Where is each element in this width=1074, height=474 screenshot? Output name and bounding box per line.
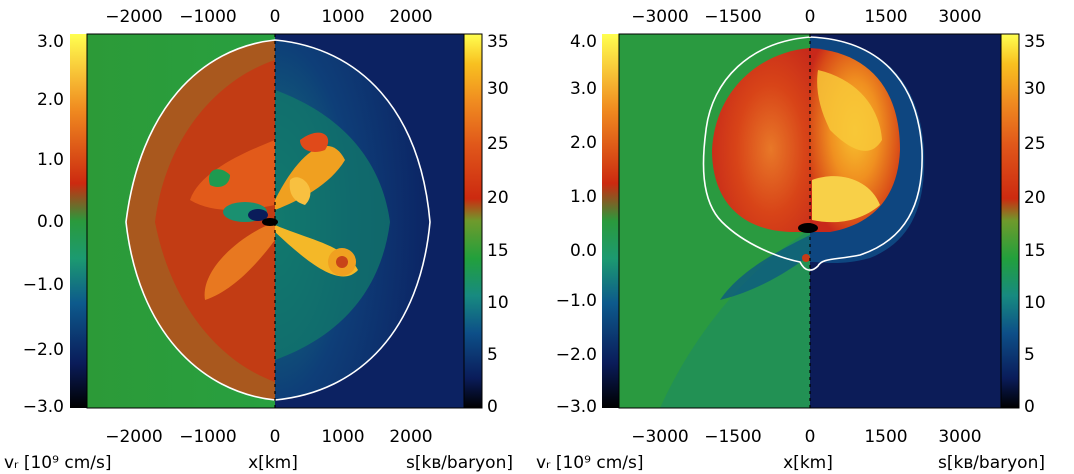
right-y-ticks: 4.0 3.0 2.0 1.0 0.0 −1.0 −2.0 −3.0 (556, 32, 597, 417)
tick-label: −3.0 (23, 397, 64, 417)
tick-label: −1000 (179, 427, 237, 447)
right-bottom-ticks: −3000 −1500 0 1500 3000 (631, 427, 981, 447)
tick-label: −1.0 (556, 291, 597, 311)
tick-label: 0.0 (37, 212, 64, 232)
simulation-image-left (87, 34, 464, 408)
tick-label: 0 (270, 427, 281, 447)
tick-label: 3000 (938, 7, 981, 27)
tick-label: 1.0 (570, 187, 597, 207)
tick-label: 25 (487, 134, 509, 154)
x-axis-label-right: x[km] (783, 453, 833, 473)
simulation-image-right (619, 34, 1001, 408)
right-colorbar-ticks: 35 30 25 20 15 10 5 0 (1024, 32, 1046, 417)
tick-label: −2000 (105, 427, 163, 447)
tick-label: 2.0 (570, 133, 597, 153)
tick-label: −3000 (631, 7, 689, 27)
tick-label: −2.0 (556, 345, 597, 365)
left-colorbar-ticks: 35 30 25 20 15 10 5 0 (487, 32, 509, 417)
left-top-ticks: −2000 −1000 0 1000 2000 (105, 7, 432, 27)
tick-label: 0 (270, 7, 281, 27)
entropy-axis-label-right: s[kʙ/baryon] (938, 453, 1045, 473)
tick-label: 1500 (864, 7, 907, 27)
tick-label: 10 (487, 293, 509, 313)
tick-label: 0 (1024, 397, 1035, 417)
tick-label: −3000 (631, 427, 689, 447)
tick-label: 0 (805, 7, 816, 27)
tick-label: −1.0 (23, 275, 64, 295)
tick-label: 2.0 (37, 90, 64, 110)
tick-label: 4.0 (570, 32, 597, 52)
tick-label: 3.0 (37, 32, 64, 52)
tick-label: 15 (1024, 241, 1046, 261)
tick-label: 2000 (389, 427, 432, 447)
entropy-colorbar-right (1001, 34, 1019, 408)
velocity-colorbar-left (70, 34, 87, 408)
x-axis-label-left: x[km] (248, 453, 298, 473)
tick-label: 2000 (389, 7, 432, 27)
tick-label: −2000 (105, 7, 163, 27)
velocity-colorbar-right (602, 34, 619, 408)
entropy-axis-label-left: s[kʙ/baryon] (406, 453, 513, 473)
right-top-ticks: −3000 −1500 0 1500 3000 (631, 7, 981, 27)
left-y-ticks: 3.0 2.0 1.0 0.0 −1.0 −2.0 −3.0 (23, 32, 64, 417)
velocity-axis-label-right: vᵣ [10⁹ cm/s] (536, 453, 643, 473)
tick-label: 5 (487, 345, 498, 365)
tick-label: 0 (487, 397, 498, 417)
tick-label: 0 (805, 427, 816, 447)
entropy-colorbar-left (464, 34, 482, 408)
tick-label: −3.0 (556, 397, 597, 417)
tick-label: −1000 (179, 7, 237, 27)
tick-label: 0.0 (570, 241, 597, 261)
tick-label: −1500 (704, 427, 762, 447)
tick-label: 1000 (321, 7, 364, 27)
tick-label: 5 (1024, 345, 1035, 365)
tick-label: 20 (1024, 188, 1046, 208)
left-bottom-ticks: −2000 −1000 0 1000 2000 (105, 427, 432, 447)
tick-label: −1500 (704, 7, 762, 27)
tick-label: 30 (1024, 79, 1046, 99)
velocity-axis-label-left: vᵣ [10⁹ cm/s] (4, 453, 111, 473)
tick-label: −2.0 (23, 340, 64, 360)
tick-label: 20 (487, 188, 509, 208)
tick-label: 30 (487, 79, 509, 99)
tick-label: 10 (1024, 293, 1046, 313)
panel-right (602, 33, 1020, 409)
tick-label: 1.0 (37, 150, 64, 170)
shock-front-right (702, 36, 923, 271)
tick-label: 35 (1024, 32, 1046, 52)
tick-label: 35 (487, 32, 509, 52)
panel-left (70, 33, 483, 409)
tick-label: 1000 (321, 427, 364, 447)
tick-label: 1500 (864, 427, 907, 447)
tick-label: 3.0 (570, 79, 597, 99)
tick-label: 3000 (938, 427, 981, 447)
tick-label: 25 (1024, 134, 1046, 154)
tick-label: 15 (487, 241, 509, 261)
